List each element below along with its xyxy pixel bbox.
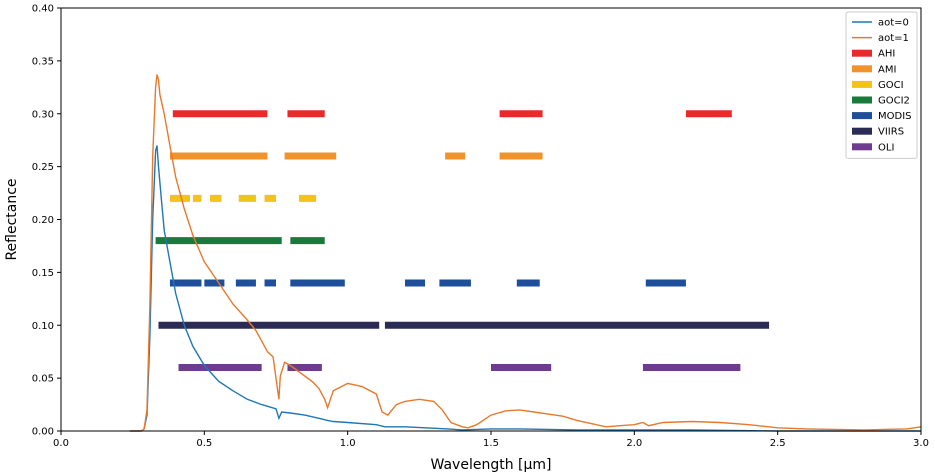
legend-label-aot-1: aot=1 [878, 33, 909, 44]
legend-label-aot-0: aot=0 [878, 18, 909, 29]
x-axis-label: Wavelength [µm] [431, 457, 552, 473]
legend-swatch-goci2 [852, 96, 872, 104]
y-tick-label-0: 0.00 [32, 427, 54, 438]
legend-label-oli: OLI [878, 142, 894, 153]
legend-swatch-oli [852, 143, 872, 151]
y-tick-label-2: 0.10 [32, 321, 54, 332]
x-tick-label-6: 3.0 [913, 438, 929, 449]
legend-label-modis: MODIS [878, 111, 912, 122]
x-tick-label-0: 0.0 [53, 438, 69, 449]
y-tick-label-3: 0.15 [32, 268, 54, 279]
x-tick-label-1: 0.5 [196, 438, 212, 449]
legend-swatch-ahi [852, 49, 872, 57]
series-line-aot-0 [129, 145, 921, 432]
plot-area [61, 8, 921, 431]
x-tick-label-2: 1.0 [340, 438, 356, 449]
y-axis-label: Reflectance [4, 178, 20, 260]
legend-swatch-goci [852, 80, 872, 88]
spectral-lines [129, 74, 922, 432]
x-tick-label-5: 2.5 [770, 438, 786, 449]
y-tick-label-5: 0.25 [32, 162, 54, 173]
legend-label-ahi: AHI [878, 49, 895, 60]
legend: aot=0 aot=1 AHI AMI GOCI GOCI2 MODIS VIIRS OLI [845, 11, 918, 159]
legend-swatch-modis [852, 112, 872, 120]
plot-background [61, 8, 921, 431]
y-tick-label-4: 0.20 [32, 215, 54, 226]
legend-box [845, 11, 918, 159]
series-line-aot-1 [129, 74, 922, 432]
x-tick-label-4: 2.0 [626, 438, 642, 449]
y-tick-label-8: 0.40 [32, 4, 54, 15]
legend-label-goci: GOCI [878, 80, 904, 91]
legend-label-ami: AMI [878, 64, 896, 75]
ticks: 0.0 0.5 1.0 1.5 2.0 2.5 3.0 0.00 0.05 0.10 0.15 0.2… [32, 4, 929, 450]
y-tick-label-7: 0.35 [32, 56, 54, 67]
y-tick-label-6: 0.30 [32, 109, 54, 120]
legend-swatch-ami [852, 65, 872, 73]
band-segments [155, 110, 770, 372]
x-tick-label-3: 1.5 [483, 438, 499, 449]
y-tick-label-1: 0.05 [32, 374, 54, 385]
legend-swatch-viirs [852, 127, 872, 135]
legend-label-goci2: GOCI2 [878, 96, 910, 107]
legend-label-viirs: VIIRS [878, 127, 904, 138]
